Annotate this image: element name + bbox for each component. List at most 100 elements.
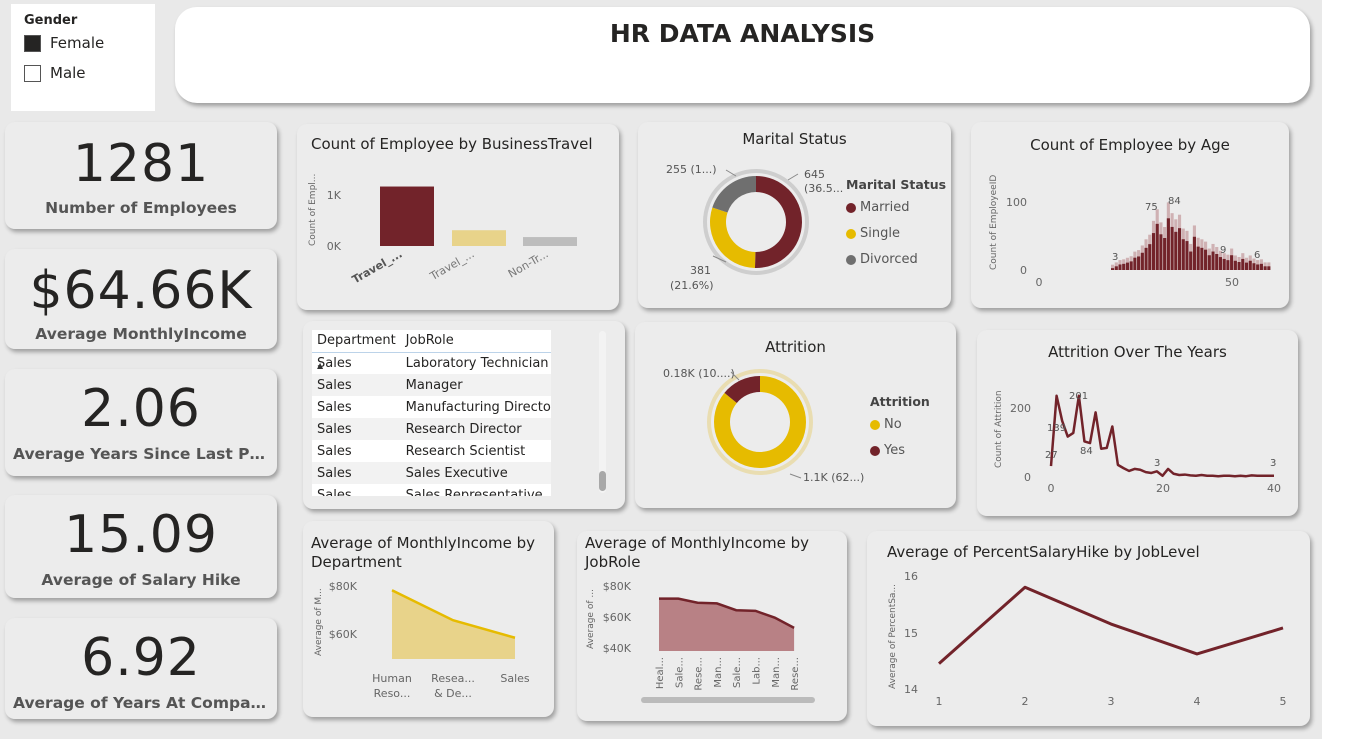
salary-hike-svg: Average of PercentSa... 16 15 14 1 2 3 4… bbox=[888, 570, 1287, 708]
attrition-chart[interactable]: Attrition 0.18K (10....) 1.1K (62...) At… bbox=[635, 322, 956, 508]
title-banner: HR DATA ANALYSIS bbox=[175, 7, 1310, 103]
bar bbox=[1137, 256, 1141, 270]
gender-option-male[interactable]: Male bbox=[24, 64, 86, 82]
kpi-years-since-last-promotion[interactable]: 2.06 Average Years Since Last Pro... bbox=[5, 369, 277, 476]
x-tick-label: Reso... bbox=[374, 687, 411, 700]
bar bbox=[1263, 266, 1267, 270]
y-tick-label: 14 bbox=[904, 683, 918, 696]
legend-label: Married bbox=[860, 200, 910, 215]
data-label-single: 381 bbox=[690, 264, 711, 277]
table-row[interactable]: Sales Manufacturing Director bbox=[312, 396, 551, 418]
gender-slicer: Gender Female Male bbox=[11, 4, 155, 111]
income-by-department-chart[interactable]: Average of MonthlyIncome by Department A… bbox=[303, 521, 554, 717]
legend-item-yes[interactable]: Yes bbox=[870, 443, 905, 458]
x-tick-label: Sale... bbox=[674, 657, 685, 688]
legend-item-single[interactable]: Single bbox=[846, 226, 900, 241]
bar bbox=[380, 186, 434, 246]
y-axis-label: Average of M... bbox=[314, 588, 324, 656]
table-row[interactable]: Sales Laboratory Technician bbox=[312, 352, 551, 374]
legend-dot-icon bbox=[870, 419, 880, 430]
salary-hike-chart[interactable]: Average of PercentSalaryHike by JobLevel… bbox=[867, 531, 1310, 726]
gender-option-label: Female bbox=[50, 34, 105, 52]
bar bbox=[1155, 223, 1159, 270]
table-row[interactable]: Sales Sales Representative bbox=[312, 484, 551, 496]
x-tick-label: Sale... bbox=[732, 657, 743, 688]
income-by-jobrole-chart[interactable]: Average of MonthlyIncome by JobRole Aver… bbox=[577, 531, 847, 721]
table-row[interactable]: Sales Sales Executive bbox=[312, 462, 551, 484]
bar bbox=[1259, 263, 1263, 270]
kpi-label: Average of Years At Company bbox=[13, 694, 272, 712]
age-chart[interactable]: Count of Employee by Age Count of Employ… bbox=[971, 122, 1289, 308]
marital-status-chart[interactable]: Marital Status 255 (1...) 645 (36.5... 3… bbox=[638, 122, 951, 308]
column-header[interactable]: Department bbox=[312, 330, 401, 353]
y-tick-label: 15 bbox=[904, 627, 918, 640]
table-scrollbar[interactable] bbox=[599, 331, 606, 493]
scrollbar-thumb[interactable] bbox=[599, 471, 606, 491]
table-cell: Sales bbox=[312, 484, 401, 496]
kpi-years-at-company[interactable]: 6.92 Average of Years At Company bbox=[5, 618, 277, 719]
x-tick-label: 3 bbox=[1108, 695, 1115, 708]
bar bbox=[1230, 255, 1234, 270]
kpi-value: 2.06 bbox=[81, 379, 201, 439]
x-tick-label: 50 bbox=[1225, 276, 1239, 289]
bar bbox=[1118, 264, 1122, 270]
chart-title: JobRole bbox=[585, 553, 641, 571]
x-tick-label: Man... bbox=[771, 657, 782, 688]
business-travel-chart[interactable]: Count of Employee by BusinessTravel Coun… bbox=[297, 124, 619, 310]
data-label: 3 bbox=[1112, 252, 1118, 263]
department-jobrole-table-card[interactable]: Department JobRole Sales Laboratory Techn… bbox=[303, 321, 625, 509]
table-row[interactable]: Sales Research Scientist bbox=[312, 440, 551, 462]
y-tick-label: 200 bbox=[1010, 402, 1031, 415]
legend-item-no[interactable]: No bbox=[870, 417, 902, 432]
table-cell: Sales bbox=[312, 374, 401, 396]
x-tick-label: 20 bbox=[1156, 482, 1170, 495]
data-label: 6 bbox=[1254, 250, 1260, 261]
legend-item-married[interactable]: Married bbox=[846, 200, 910, 215]
attrition-years-svg: Count of Attrition 200 0 0 20 40 27 139 … bbox=[994, 390, 1281, 495]
table-cell: Research Scientist bbox=[400, 440, 551, 462]
table-cell: Sales Representative bbox=[400, 484, 551, 496]
legend-label: No bbox=[884, 417, 902, 432]
y-tick-label: 1K bbox=[327, 189, 342, 202]
bar bbox=[1148, 244, 1152, 270]
table-row[interactable]: Sales Manager bbox=[312, 374, 551, 396]
data-label: 27 bbox=[1045, 450, 1058, 461]
table-viewport[interactable]: Department JobRole Sales Laboratory Techn… bbox=[312, 330, 551, 496]
x-tick-label: Travel_... bbox=[350, 247, 405, 286]
chart-title: Average of MonthlyIncome by bbox=[585, 534, 810, 552]
bar bbox=[1189, 251, 1193, 270]
y-tick-label: $80K bbox=[603, 580, 632, 593]
gender-option-female[interactable]: Female bbox=[24, 34, 104, 52]
bar-background bbox=[1111, 264, 1115, 270]
x-tick-label: 2 bbox=[1022, 695, 1029, 708]
attrition-years-chart[interactable]: Attrition Over The Years Count of Attrit… bbox=[977, 330, 1298, 516]
kpi-average-monthly-income[interactable]: $64.66K Average MonthlyIncome bbox=[5, 249, 277, 349]
bar bbox=[1133, 257, 1137, 270]
bar bbox=[1125, 262, 1130, 270]
bar bbox=[1200, 247, 1204, 270]
x-tick-label: 0 bbox=[1048, 482, 1055, 495]
donut-slice bbox=[710, 207, 756, 268]
checkbox-checked-icon[interactable] bbox=[24, 34, 41, 52]
x-tick-label: Heal... bbox=[655, 657, 666, 689]
horizontal-scrollbar[interactable] bbox=[641, 697, 815, 703]
table-cell: Manager bbox=[400, 374, 551, 396]
donut-slice bbox=[712, 176, 756, 213]
x-tick-label: Lab... bbox=[752, 657, 763, 685]
kpi-average-salary-hike[interactable]: 15.09 Average of Salary Hike bbox=[5, 495, 277, 598]
checkbox-unchecked-icon[interactable] bbox=[24, 64, 41, 82]
legend-item-divorced[interactable]: Divorced bbox=[846, 252, 918, 267]
attrition-donut-svg: 0.18K (10....) 1.1K (62...) bbox=[663, 367, 864, 484]
sort-arrow-icon[interactable]: ▲ bbox=[317, 361, 324, 370]
table-row[interactable]: Sales Research Director bbox=[312, 418, 551, 440]
bar bbox=[1218, 257, 1223, 270]
table-cell: Sales bbox=[312, 396, 401, 418]
kpi-number-of-employees[interactable]: 1281 Number of Employees bbox=[5, 122, 277, 229]
series-line bbox=[938, 585, 1284, 665]
x-tick-label: & De... bbox=[434, 687, 472, 700]
bar bbox=[1174, 231, 1178, 270]
column-header[interactable]: JobRole bbox=[400, 330, 551, 353]
x-tick-label: 0 bbox=[1036, 276, 1043, 289]
series-line bbox=[391, 589, 516, 639]
bar bbox=[1207, 255, 1211, 270]
